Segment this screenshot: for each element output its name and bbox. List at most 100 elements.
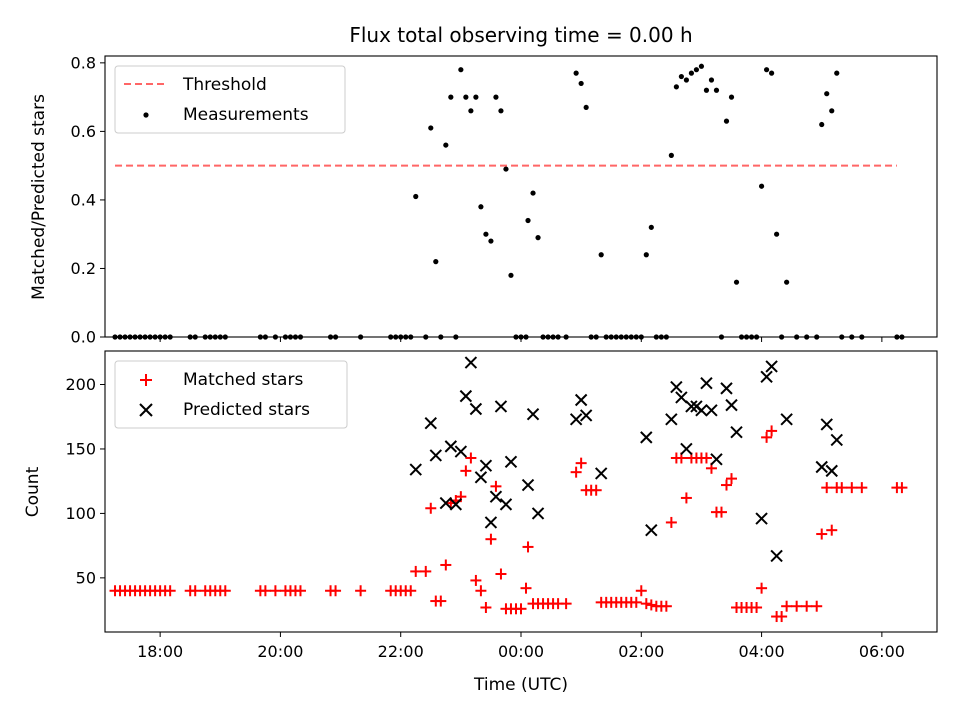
measurement-point: [713, 87, 720, 93]
legend-matched-swatch: [140, 374, 152, 386]
measurement-point: [819, 121, 825, 128]
predicted-star-marker: [464, 356, 478, 369]
predicted-star-marker: [409, 463, 422, 476]
bottom-x-tick-label: 04:00: [739, 642, 785, 661]
measurement-point: [693, 67, 700, 73]
predicted-star-marker: [444, 440, 458, 453]
measurement-point: [468, 108, 474, 114]
matched-star-marker: [801, 600, 813, 612]
predicted-star-marker: [710, 453, 723, 466]
measurement-point: [458, 67, 464, 73]
bottom-x-tick-label: 20:00: [257, 642, 303, 661]
bottom-x-tick-label: 22:00: [378, 642, 424, 661]
chart-title: Flux total observing time = 0.00 h: [349, 23, 692, 47]
measurement-point: [834, 70, 840, 76]
measurement-point: [598, 252, 604, 258]
predicted-star-marker: [449, 498, 463, 511]
matched-star-marker: [460, 465, 472, 477]
matched-star-marker: [522, 541, 534, 553]
bottom-x-tick-label: 06:00: [859, 642, 905, 661]
bottom-marks: [109, 356, 908, 623]
predicted-star-marker: [531, 507, 545, 520]
predicted-star-marker: [815, 460, 828, 474]
matched-star-marker: [259, 585, 271, 597]
measurement-point: [723, 118, 730, 124]
matched-star-marker: [410, 565, 422, 577]
measurement-point: [829, 108, 835, 114]
predicted-star-marker: [459, 389, 473, 403]
predicted-star-marker: [499, 498, 513, 511]
predicted-star-marker: [780, 413, 793, 426]
measurement-point: [678, 73, 684, 80]
bottom-x-tick-label: 18:00: [137, 642, 183, 661]
predicted-star-marker: [494, 400, 508, 413]
matched-star-marker: [660, 600, 672, 612]
predicted-star-marker: [489, 490, 503, 503]
top-y-axis-label: Matched/Predicted stars: [29, 94, 49, 300]
legend-threshold-label: Threshold: [182, 75, 267, 95]
measurement-point: [463, 94, 469, 100]
matched-star-marker: [405, 585, 417, 597]
measurement-point: [535, 235, 541, 241]
measurement-point: [673, 84, 679, 90]
top-legend: Threshold Measurements: [114, 65, 346, 134]
measurement-point: [498, 108, 504, 114]
matched-star-marker: [856, 482, 868, 494]
predicted-star-marker: [820, 418, 833, 431]
legend-predicted-swatch: [139, 403, 153, 417]
measurement-point: [648, 224, 654, 230]
matched-star-marker: [355, 585, 367, 597]
top-y-tick-label: 0.6: [71, 122, 96, 141]
matched-star-marker: [475, 585, 487, 597]
predicted-star-marker: [700, 377, 713, 390]
top-y-tick-label: 0.2: [71, 259, 96, 278]
matched-star-marker: [645, 599, 657, 611]
measurement-point: [530, 190, 536, 196]
matched-star-marker: [766, 425, 778, 437]
measurement-point: [784, 279, 790, 285]
matched-star-marker: [836, 482, 848, 494]
predicted-star-marker: [424, 416, 437, 430]
measurement-point: [493, 94, 499, 100]
matched-star-marker: [896, 482, 908, 494]
matched-star-marker: [590, 484, 602, 496]
predicted-star-marker: [484, 516, 498, 529]
legend-predicted-label: Predicted stars: [183, 400, 310, 420]
measurement-point: [728, 94, 735, 100]
matched-star-marker: [470, 574, 482, 586]
measurement-point: [758, 183, 765, 189]
measurement-point: [708, 77, 715, 83]
measurement-point: [769, 70, 775, 76]
matched-star-marker: [294, 585, 306, 597]
top-legend-box: [114, 65, 346, 134]
top-y-tick-label: 0.0: [71, 328, 96, 347]
predicted-star-marker: [645, 523, 658, 537]
matched-star-marker: [756, 582, 768, 594]
measurement-point: [443, 142, 449, 148]
legend-measurements-label: Measurements: [183, 105, 309, 125]
measurement-point: [413, 193, 419, 200]
measurement-point: [448, 94, 454, 100]
bottom-plot: 50 100 150 200 18:00 20:00 22:00 00:00 02:00 04:…: [23, 350, 938, 695]
bottom-y-tick-label: 50: [76, 568, 96, 587]
top-y-tick-label: 0.8: [71, 53, 96, 72]
top-plot: 0.00.20.40.60.8 Matched/Predicted stars …: [29, 53, 938, 347]
matched-star-marker: [776, 611, 788, 623]
matched-star-marker: [440, 559, 452, 571]
matched-star-marker: [480, 602, 492, 614]
predicted-star-marker: [675, 391, 688, 404]
legend-matched-label: Matched stars: [183, 370, 303, 390]
measurement-point: [824, 91, 830, 97]
matched-star-marker: [269, 585, 281, 597]
measurement-point: [643, 252, 649, 258]
measurement-point: [525, 217, 531, 224]
measurement-point: [703, 87, 710, 93]
predicted-star-marker: [474, 471, 488, 484]
measurement-point: [683, 77, 689, 83]
predicted-star-marker: [695, 404, 708, 417]
measurement-point: [503, 166, 509, 172]
measurement-point: [488, 238, 494, 244]
predicted-star-marker: [670, 380, 683, 394]
bottom-y-ticks: 50 100 150 200: [65, 375, 105, 587]
